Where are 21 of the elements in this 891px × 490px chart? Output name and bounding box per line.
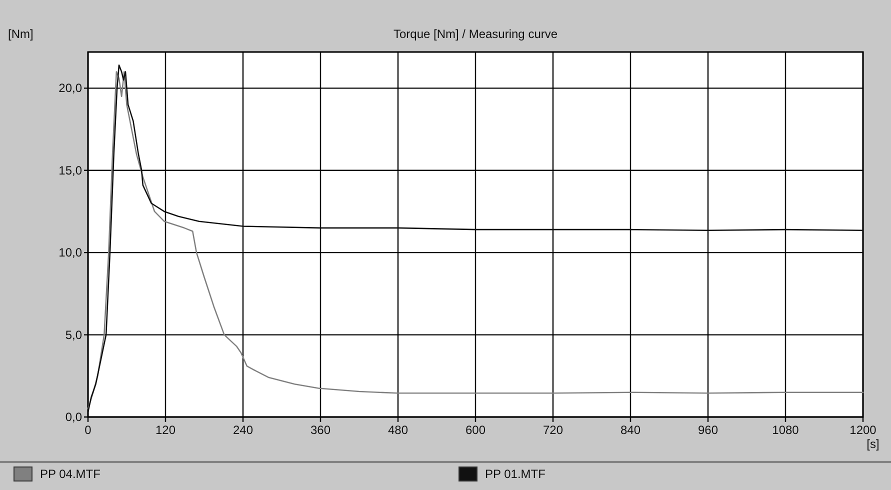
x-tick-label: 240 [232, 423, 254, 437]
y-tick-label: 15,0 [58, 163, 82, 178]
y-axis-title: [Nm] [8, 27, 34, 41]
x-tick-label: 600 [465, 423, 486, 437]
x-tick-label: 720 [542, 423, 564, 437]
y-tick-label: 20,0 [58, 81, 82, 96]
x-tick-label: 1200 [850, 423, 877, 437]
y-tick-label: 5,0 [65, 328, 82, 342]
y-tick-label: 10,0 [58, 246, 82, 260]
legend-label: PP 01.MTF [485, 467, 546, 481]
x-tick-label: 360 [310, 423, 331, 437]
y-tick-label: 0,0 [65, 410, 82, 424]
legend-label: PP 04.MTF [40, 467, 100, 481]
x-axis-title: [s] [866, 437, 880, 451]
x-tick-label: 0 [84, 423, 92, 437]
x-tick-label: 1080 [772, 423, 800, 437]
x-tick-label: 840 [620, 423, 641, 437]
x-tick-label: 120 [155, 423, 176, 437]
x-tick-label: 960 [698, 423, 718, 437]
chart-title: Torque [Nm] / Measuring curve [393, 27, 558, 41]
x-tick-label: 480 [388, 423, 408, 437]
